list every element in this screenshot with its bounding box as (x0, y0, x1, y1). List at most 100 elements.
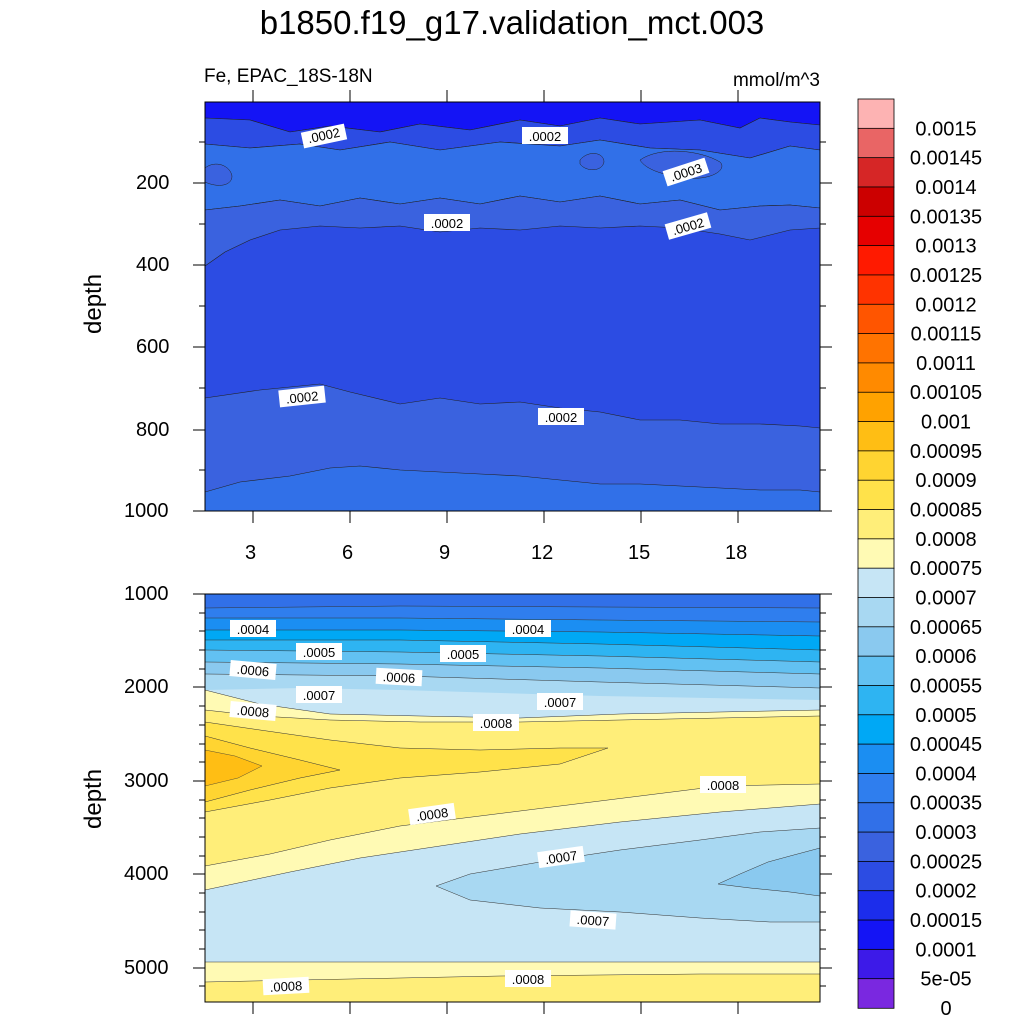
colorbar-label: 0.0013 (915, 236, 976, 258)
contour-label: .0006 (375, 667, 423, 687)
colorbar-swatch (857, 802, 895, 833)
top-y-tick-label: 200 (136, 172, 170, 194)
svg-text:.0007: .0007 (576, 912, 610, 929)
x-tick-label: 6 (342, 542, 354, 564)
colorbar-swatch (857, 714, 895, 745)
colorbar-label: 0.0015 (915, 118, 976, 140)
svg-text:.0002: .0002 (431, 216, 464, 231)
colorbar-swatch (857, 890, 895, 921)
colorbar-label: 0.001 (921, 412, 971, 434)
svg-text:.0007: .0007 (544, 695, 577, 710)
colorbar-label: 0.00115 (911, 324, 982, 346)
colorbar-swatch (857, 127, 895, 159)
svg-text:.0008: .0008 (415, 805, 449, 824)
svg-text:.0002: .0002 (285, 388, 319, 406)
colorbar-label: 0.0007 (915, 587, 976, 609)
svg-text:.0008: .0008 (236, 703, 270, 721)
contour-label: .0007 (537, 845, 585, 869)
colorbar-label: 0.0003 (915, 822, 976, 844)
svg-text:.0002: .0002 (306, 125, 341, 146)
top-contour-field (205, 102, 820, 511)
bottom-y-tick-label: 1000 (124, 583, 169, 605)
svg-text:.0006: .0006 (236, 662, 270, 680)
svg-text:.0008: .0008 (707, 778, 740, 793)
contour-label: .0002 (300, 123, 348, 149)
colorbar: 0.0015 0.00145 0.0014 0.00135 0.0013 0.00125 0… (857, 98, 982, 1020)
colorbar-swatch (857, 509, 895, 540)
colorbar-label: 0.0011 (916, 353, 976, 375)
top-axis-ticks (193, 90, 832, 523)
contour-label: .0008 (505, 970, 551, 987)
svg-text:.0005: .0005 (447, 647, 480, 662)
colorbar-label: 0.0006 (915, 646, 976, 668)
colorbar-label: 0.0014 (915, 177, 976, 199)
contour-label: .0008 (700, 776, 746, 793)
colorbar-label: 0.00025 (910, 851, 982, 873)
svg-text:.0002: .0002 (529, 129, 562, 144)
colorbar-label: 0.00135 (910, 206, 982, 228)
contour-label: .0006 (229, 660, 277, 680)
colorbar-swatch (857, 450, 895, 481)
x-tick-label: 15 (628, 542, 651, 564)
svg-text:.0008: .0008 (512, 972, 545, 987)
bottom-y-tick-label: 3000 (124, 770, 169, 792)
contour-label: .0007 (537, 693, 583, 710)
bottom-y-tick-label: 2000 (124, 676, 169, 698)
colorbar-swatch (857, 743, 895, 775)
colorbar-swatch (857, 215, 895, 247)
top-y-tick-label: 400 (136, 254, 170, 276)
colorbar-swatch (857, 245, 895, 276)
colorbar-label: 5e-05 (920, 969, 971, 991)
contour-label: .0002 (538, 408, 584, 425)
colorbar-label: 0.00145 (910, 148, 982, 170)
colorbar-label: 0.00045 (910, 734, 982, 756)
colorbar-label: 0.00055 (910, 675, 982, 697)
contour-label: .0005 (440, 645, 486, 662)
colorbar-swatch (857, 831, 895, 863)
colorbar-swatch (857, 978, 895, 1009)
chart-title: b1850.f19_g17.validation_mct.003 (259, 4, 765, 41)
contour-label: .0008 (229, 701, 277, 721)
colorbar-swatch (857, 157, 895, 188)
colorbar-swatch (857, 421, 895, 452)
colorbar-swatch (857, 333, 895, 364)
contour-label: .0008 (262, 976, 310, 996)
contour-label: .0005 (296, 643, 342, 660)
colorbar-swatch (857, 919, 895, 951)
contour-label: .0002 (424, 214, 470, 231)
colorbar-label: 0.0012 (915, 294, 976, 316)
contour-label: .0004 (505, 620, 551, 637)
colorbar-swatch (857, 98, 895, 130)
contour-label: .0004 (230, 620, 276, 637)
colorbar-label: 0.00095 (910, 441, 982, 463)
bottom-axis-ticks (193, 593, 832, 1014)
colorbar-swatch (857, 538, 895, 569)
bottom-contour-field (205, 594, 820, 1002)
contour-label: .0002 (278, 385, 326, 408)
subtitle-units: mmol/m^3 (732, 70, 820, 91)
colorbar-label: 0.0001 (915, 939, 976, 961)
colorbar-label: 0.0008 (915, 529, 976, 551)
colorbar-label: 0 (940, 998, 951, 1020)
colorbar-label: 0.0004 (915, 763, 976, 785)
colorbar-swatch (857, 567, 895, 599)
contour-label: .0008 (473, 714, 519, 731)
bottom-y-tick-label: 5000 (124, 957, 169, 979)
colorbar-label: 0.00085 (910, 500, 982, 522)
colorbar-swatch (857, 479, 895, 511)
colorbar-swatch (857, 274, 895, 305)
subtitle-left: Fe, EPAC_18S-18N (204, 66, 373, 87)
x-tick-label: 18 (725, 542, 748, 564)
bottom-panel-frame (204, 593, 821, 1003)
svg-text:.0004: .0004 (237, 622, 270, 637)
x-tick-label: 12 (531, 542, 554, 564)
contour-label: .0007 (569, 910, 617, 930)
colorbar-swatch (857, 391, 895, 423)
top-y-tick-label: 1000 (124, 500, 169, 522)
colorbar-swatch (857, 626, 895, 657)
colorbar-swatch (857, 362, 895, 393)
svg-text:.0004: .0004 (512, 622, 545, 637)
colorbar-label: 0.00075 (910, 558, 982, 580)
top-y-tick-label: 800 (136, 419, 170, 441)
